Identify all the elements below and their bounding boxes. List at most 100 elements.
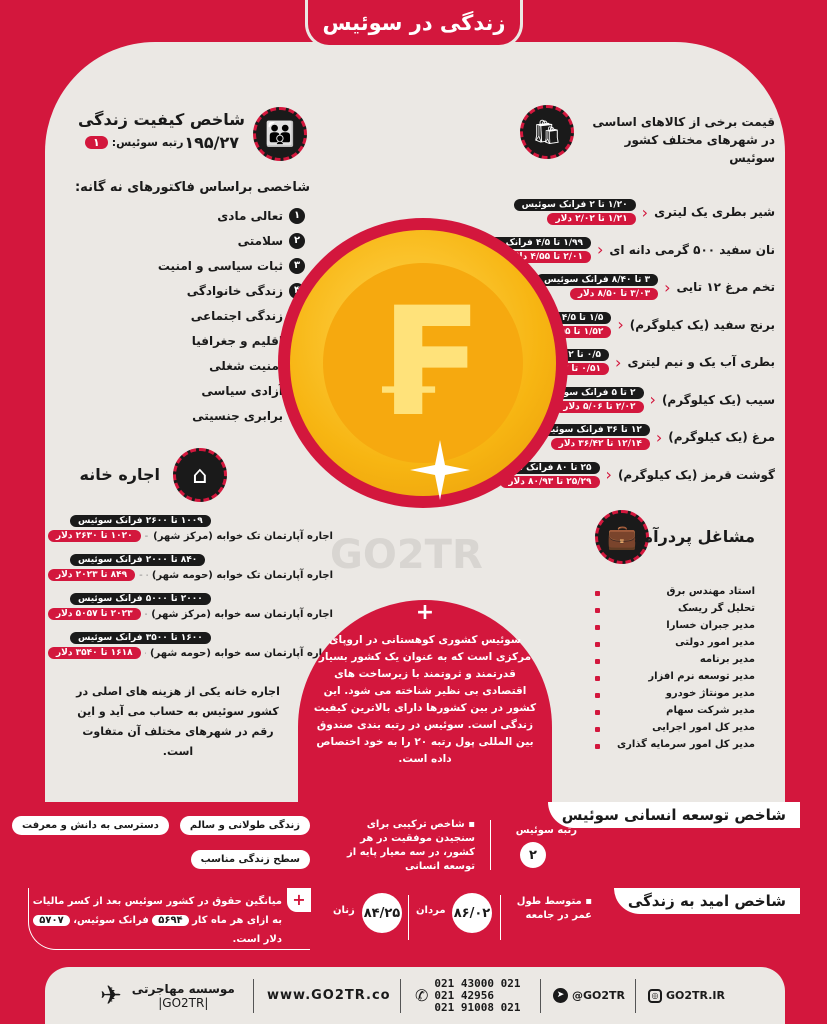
- price-item-label: نان سفید ۵۰۰ گرمی دانه ای: [609, 242, 775, 257]
- org-name: موسسه مهاجرتی: [131, 981, 235, 996]
- job-item: مدیر برنامه: [595, 654, 755, 665]
- hdi-pill: زندگی طولانی و سالم: [179, 816, 310, 835]
- chevron-icon: ‹: [655, 427, 663, 447]
- quality-score: ۱۹۵/۲۷: [184, 133, 239, 152]
- factor-item: ۴زندگی خانوادگی: [187, 283, 305, 299]
- sparkle-icon: [410, 440, 470, 500]
- footer-brand: ✈ موسسه مهاجرتی |GO2TR|: [100, 967, 235, 1024]
- rank-label: رتبه سوئیس:: [111, 136, 184, 149]
- factor-label: ثبات سیاسی و امنیت: [157, 259, 283, 273]
- divider: [540, 979, 541, 1013]
- factor-label: امنیت شغلی: [209, 359, 283, 373]
- job-item: استاد مهندس برق: [595, 586, 755, 597]
- bullet-icon: [595, 642, 600, 647]
- salary-text: دلار است.: [232, 934, 282, 945]
- rent-label: اجاره آپارتمان سه خوابه (مرکز شهر): [151, 608, 333, 620]
- life-title: شاخص امید به زندگی: [613, 888, 800, 914]
- divider: [500, 895, 501, 940]
- job-label: استاد مهندس برق: [666, 586, 755, 597]
- family-icon: 👪: [253, 107, 307, 161]
- jobs-title: مشاغل پردرآمد: [634, 527, 755, 546]
- factor-item: ۳ ثبات سیاسی و امنیت: [158, 258, 305, 274]
- factor-label: سلامتی: [237, 234, 283, 248]
- job-label: تحلیل گر ریسک: [678, 603, 755, 614]
- factor-number: ۱: [289, 208, 305, 224]
- divider: [253, 979, 254, 1013]
- franc-coin-icon: ₣: [290, 230, 556, 496]
- phone-icon: ✆: [415, 986, 429, 1005]
- price-chf: ۱/۲۰ تا ۲ فرانک سوئیس: [513, 199, 636, 211]
- life-desc-text: متوسط طول عمر در جامعه: [516, 896, 592, 921]
- price-item-label: سیب (یک کیلوگرم): [661, 392, 775, 407]
- price-usd: ۳/۰۳ تا ۸/۵۰ دلار: [569, 288, 659, 300]
- rent-label: اجاره آپارتمان تک خوابه (حومه شهر): [151, 569, 333, 581]
- telegram-icon: ➤: [553, 988, 568, 1003]
- instagram-link[interactable]: ◎ GO2TR.IR: [648, 967, 725, 1024]
- hdi-rank-label: رتبه سوئیس: [515, 825, 577, 836]
- rent-note: اجاره خانه یکی از هزینه های اصلی در کشور…: [76, 685, 280, 758]
- job-label: مدیر برنامه: [699, 654, 755, 665]
- price-usd: ۲/۰۲ تا ۵/۰۶ دلار: [555, 400, 644, 413]
- phone-number[interactable]: 021 42956: [434, 988, 495, 1002]
- hdi-title: شاخص توسعه انسانی سوئیس: [547, 802, 800, 828]
- salary-text-block: میانگین حقوق در کشور سوئیس بعد از کسر ما…: [32, 892, 282, 949]
- price-row: تخم مرغ ۱۲ تایی ‹ ۳ تا ۸/۴۰ فرانک سوئیس ۳/۰…: [445, 270, 775, 304]
- factor-label: زندگی خانوادگی: [186, 284, 283, 298]
- salary-text: میانگین حقوق در کشور سوئیس بعد از کسر ما…: [32, 896, 282, 926]
- plane-logo-icon: ✈: [100, 980, 122, 1011]
- divider: [400, 979, 401, 1013]
- rent-chf: ۱۰۰۹ تا ۲۶۰۰ فرانک سوئیس: [70, 515, 211, 527]
- job-item: تحلیل گر ریسک: [595, 603, 755, 614]
- price-usd: ۱/۲۱ تا ۲/۰۲ دلار: [547, 213, 636, 225]
- plus-icon: +: [415, 600, 435, 625]
- chevron-icon: ‹: [605, 465, 612, 484]
- women-value: ۸۴/۲۵: [362, 893, 402, 933]
- salary-card: [28, 888, 310, 950]
- factor-label: اقلیم و جغرافیا: [191, 334, 283, 348]
- rank-badge: ۱: [85, 136, 108, 149]
- rent-label: اجاره آپارتمان سه خوابه (حومه شهر): [149, 647, 333, 659]
- hdi-rank: ۲: [520, 842, 546, 868]
- bullet-icon: [595, 727, 600, 732]
- job-item: مدیر جبران خسارا: [595, 620, 755, 631]
- quality-title: شاخص کیفیت زندگی: [77, 110, 245, 129]
- telegram-link[interactable]: ➤ @GO2TR: [553, 967, 625, 1024]
- website-link[interactable]: www.GO2TR.co: [267, 988, 391, 1003]
- house-icon: ⌂: [173, 448, 227, 502]
- job-label: مدیر جبران خسارا: [666, 620, 755, 631]
- rent-chf: ۱۶۰۰ تا ۳۵۰۰ فرانک سوئیس: [70, 632, 211, 644]
- rent-chf: ۸۴۰ تا ۲۰۰۰ فرانک سوئیس: [70, 554, 206, 566]
- factors-title: شاخصی براساس فاکتورهای نه گانه:: [74, 180, 310, 195]
- watermark: GO2TR: [330, 532, 483, 578]
- job-label: مدیر امور دولتی: [675, 637, 755, 648]
- job-label: مدیر کل امور اجرایی: [652, 722, 755, 733]
- factor-number: ۳: [289, 258, 305, 274]
- rent-row: ۸۴۰ تا ۲۰۰۰ فرانک سوئیس اجاره آپارتمان تک…: [48, 554, 333, 592]
- price-item-label: گوشت قرمز (یک کیلوگرم): [617, 467, 775, 482]
- factor-number: ۲: [289, 233, 305, 249]
- divider: [635, 979, 636, 1013]
- price-item-label: بطری آب یک و نیم لیتری: [627, 355, 775, 369]
- phone-number[interactable]: 021 91008 021: [434, 1000, 521, 1014]
- rent-usd: ۸۴۹ تا ۲۰۲۳ دلار: [48, 569, 136, 581]
- prices-title: قیمت برخی از کالاهای اساسی در شهرهای مخت…: [592, 115, 775, 165]
- job-item: مدیر مونتاژ خودرو: [595, 688, 755, 699]
- chevron-icon: ‹: [664, 277, 671, 297]
- hdi-desc: ▪ شاخص ترکیبی برای سنجیدن موفقیت در هر ک…: [347, 819, 475, 872]
- intro-text: سوئیس کشوری کوهستانی در اروپای مرکزی است…: [313, 634, 537, 765]
- factor-item: ۲ سلامتی: [238, 233, 305, 249]
- bullet-icon: [595, 676, 600, 681]
- price-item-label: برنج سفید (یک کیلوگرم): [629, 317, 775, 332]
- rent-title: اجاره خانه: [79, 465, 161, 484]
- rent-usd: ۱۶۱۸ تا ۳۵۴۰ دلار: [48, 647, 141, 659]
- quality-rank: رتبه سوئیس: ۱: [85, 136, 183, 149]
- life-desc: ▪ متوسط طول عمر در جامعه: [516, 896, 592, 921]
- dash-leader: - - - - - - - - - -: [145, 648, 146, 659]
- hdi-pill: سطح زندگی مناسب: [190, 850, 310, 869]
- men-label: مردان: [416, 905, 446, 916]
- phone-number[interactable]: 021 43000 021: [434, 976, 521, 990]
- rent-usd: ۲۰۲۳ تا ۵۰۵۷ دلار: [48, 608, 141, 620]
- factor-label: زندگی اجتماعی: [190, 309, 283, 323]
- salary-usd: ۵۷۰۷: [33, 915, 70, 926]
- price-item-label: تخم مرغ ۱۲ تایی: [676, 280, 775, 294]
